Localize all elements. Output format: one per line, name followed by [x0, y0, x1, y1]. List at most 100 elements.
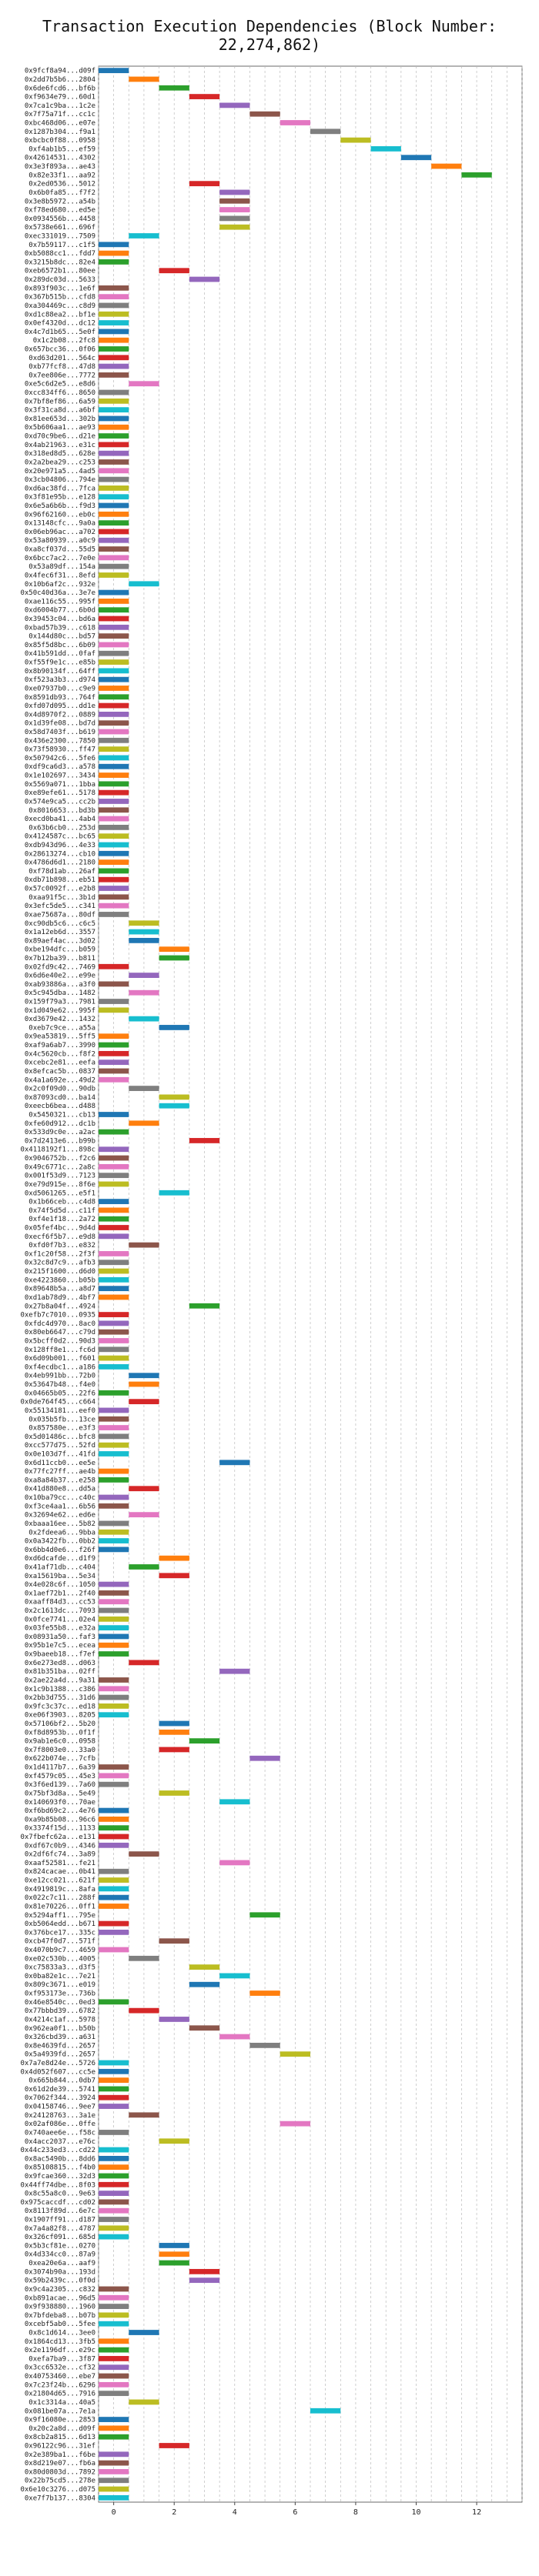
tx-label: 0x74f5d5d...c11f	[28, 1207, 95, 1215]
tx-bar	[129, 1399, 159, 1405]
tx-bar	[99, 494, 129, 500]
tx-label: 0x809c3671...e019	[25, 1981, 95, 1989]
tx-label: 0xe12cc021...621f	[25, 1877, 95, 1885]
tx-bar	[99, 2094, 129, 2101]
tx-bar	[99, 450, 129, 456]
tx-bar	[99, 372, 129, 378]
tx-label: 0x06eb96ac...a702	[25, 529, 95, 536]
tx-bar	[129, 1851, 159, 1857]
tx-bar	[159, 2443, 189, 2448]
tx-bar	[99, 68, 129, 74]
tx-label: 0x20c2a8d...d09f	[28, 2425, 95, 2433]
tx-bar	[99, 1703, 129, 1709]
tx-label: 0xae116c55...995f	[25, 598, 95, 606]
tx-bar	[129, 1086, 159, 1091]
tx-bar	[99, 1590, 129, 1596]
tx-label: 0xe5c6d2e5...e8d6	[25, 381, 95, 389]
tx-bar	[99, 2104, 129, 2109]
tx-label: 0x0a3422fb...0bb2	[25, 1538, 95, 1546]
tx-bar	[99, 1599, 129, 1605]
tx-bar	[99, 2478, 129, 2484]
tx-bar	[99, 2286, 129, 2292]
tx-bar	[99, 876, 129, 883]
tx-label: 0x80d0803d...7892	[25, 2468, 95, 2476]
tx-label: 0x85f5d8bc...6b09	[25, 642, 95, 649]
tx-bar	[189, 94, 220, 99]
tx-bar	[310, 2407, 341, 2414]
tx-label: 0x140693f0...70ae	[25, 1799, 95, 1807]
tx-bar	[99, 1947, 129, 1953]
tx-label: 0x9046752b...f2c6	[25, 1155, 95, 1163]
tx-bar	[99, 1677, 129, 1683]
tx-label: 0x4214c1af...5978	[25, 2016, 95, 2024]
x-tick-label: 10	[411, 2508, 420, 2517]
tx-bar	[159, 1573, 189, 1579]
tx-bar	[99, 1625, 129, 1631]
tx-label: 0xf78ed680...ed5e	[25, 207, 95, 215]
tx-label: 0x6bcc7ac2...7e0e	[25, 555, 95, 562]
tx-bar	[99, 1494, 129, 1500]
tx-label: 0x2ed0536...5012	[28, 181, 95, 189]
tx-bar	[99, 537, 129, 543]
tx-bar	[129, 2330, 159, 2335]
x-tick-label: 4	[233, 2508, 237, 2517]
tx-bar	[99, 2356, 129, 2361]
tx-bar	[99, 1816, 129, 1822]
tx-bar	[99, 1920, 129, 1927]
tx-label: 0x4fec6f31...8efd	[25, 572, 95, 579]
tx-bar	[129, 1373, 159, 1379]
tx-bar	[99, 2077, 129, 2083]
tx-bar	[99, 1294, 129, 1300]
tx-label: 0x75bf3d8a...5e49	[25, 1790, 95, 1797]
tx-label: 0xcebf5ab0...5fee	[25, 2321, 95, 2328]
tx-bar	[99, 1877, 129, 1883]
tx-label: 0x57c0092f...e2b8	[25, 886, 95, 893]
tx-bar	[99, 2373, 129, 2379]
tx-label: 0xf4e1f18...2a72	[28, 1216, 95, 1223]
tx-label: 0xcb47f0d7...571f	[25, 1938, 95, 1946]
tx-bar	[99, 1503, 129, 1509]
tx-label: 0x13148cfc...9a0a	[25, 520, 95, 528]
tx-bar	[99, 1468, 129, 1474]
tx-label: 0xd5061265...e5f1	[25, 1190, 95, 1197]
tx-label: 0x22b75cd5...278e	[25, 2478, 95, 2485]
tx-bar	[99, 2434, 129, 2440]
tx-label: 0x53647b48...f4e0	[25, 1381, 95, 1389]
tx-label: 0x3f31ca8d...a6bf	[25, 407, 95, 415]
tx-bar	[99, 2234, 129, 2240]
tx-label: 0x4a1a692e...49d2	[25, 1076, 95, 1084]
tx-label: 0xdf67c0b9...4346	[25, 1842, 95, 1850]
tx-bar	[249, 1755, 280, 1761]
x-tick-label: 12	[472, 2508, 481, 2517]
tx-label: 0x7f75a71f...cc1c	[25, 111, 95, 118]
tx-label: 0xb77fcf8...47d8	[28, 363, 95, 371]
tx-label: 0xa9b85b08...96c6	[25, 1816, 95, 1824]
tx-label: 0x6d09b001...f601	[25, 1355, 95, 1363]
tx-bar	[249, 1990, 280, 1996]
tx-bar	[189, 1303, 220, 1309]
tx-label: 0x5450321...cb13	[28, 1112, 95, 1119]
tx-bar	[99, 2338, 129, 2344]
tx-label: 0x04158746...9ee7	[25, 2104, 95, 2111]
tx-bar	[99, 2417, 129, 2422]
tx-bar	[99, 302, 129, 309]
tx-bar	[99, 2391, 129, 2397]
tx-label: 0x4e028c6f...1050	[25, 1581, 95, 1589]
tx-label: 0x326cf091...685d	[25, 2234, 95, 2241]
tx-label: 0x022c7c11...288f	[25, 1894, 95, 1902]
tx-bar	[189, 2025, 220, 2031]
tx-bar	[129, 2399, 159, 2405]
tx-label: 0x5294aff1...795e	[25, 1912, 95, 1920]
tx-bar	[99, 1868, 129, 1874]
tx-bar	[99, 833, 129, 839]
tx-bar	[280, 2121, 310, 2127]
tx-label: 0x9f938880...1960	[25, 2304, 95, 2311]
tx-bar	[159, 2251, 189, 2257]
tx-label: 0x6e273ed8...d063	[25, 1660, 95, 1667]
tx-label: 0xf8d8953b...0f1f	[25, 1729, 95, 1737]
tx-label: 0xd3679e42...1432	[25, 1016, 95, 1023]
tx-bar	[99, 1764, 129, 1770]
tx-bar	[400, 155, 432, 161]
tx-bar	[219, 207, 250, 212]
